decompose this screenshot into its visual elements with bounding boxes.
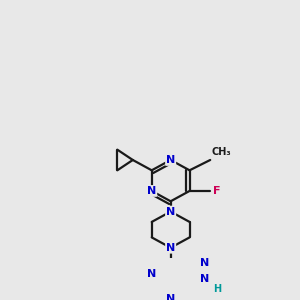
Text: N: N	[147, 268, 156, 278]
Text: N: N	[166, 207, 175, 217]
Text: N: N	[200, 258, 210, 268]
Text: N: N	[166, 294, 175, 300]
Text: N: N	[166, 155, 175, 165]
Text: F: F	[213, 186, 220, 196]
Text: CH₃: CH₃	[212, 147, 231, 157]
Text: N: N	[166, 243, 175, 253]
Text: N: N	[147, 186, 156, 196]
Text: N: N	[200, 274, 210, 284]
Text: H: H	[213, 284, 221, 294]
